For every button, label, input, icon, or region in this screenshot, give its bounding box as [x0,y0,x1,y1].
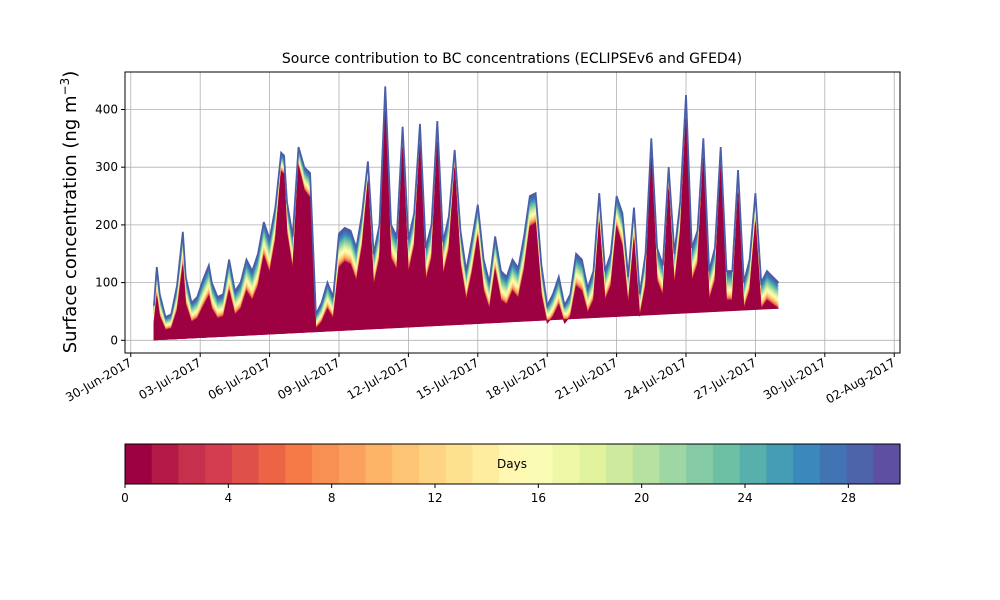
colorbar-tick-label: 24 [737,491,752,505]
colorbar-cell [151,444,180,484]
y-tick-label: 100 [95,276,118,290]
colorbar-cell [312,444,340,484]
x-tick-label: 30-Jun-2017 [63,355,134,404]
chart-title: Source contribution to BC concentrations… [282,51,742,67]
x-tick-label: 15-Jul-2017 [414,355,481,402]
colorbar-tick-label: 12 [427,491,442,505]
colorbar-cell [392,444,420,484]
colorbar-cell [632,444,661,484]
x-axis: 30-Jun-2017 03-Jul-2017 06-Jul-2017 09-Jul-… [63,353,898,406]
x-tick-label: 06-Jul-2017 [206,355,273,402]
total-line [153,86,780,319]
colorbar-cell [231,444,260,484]
x-tick-label: 30-Jul-2017 [761,355,828,402]
colorbar-cell [739,444,767,484]
colorbar-tick-label: 4 [225,491,233,505]
y-tick-label: 0 [110,333,118,347]
colorbar-cell [338,444,367,484]
colorbar-cell [499,444,527,484]
colorbar-cell [712,444,741,484]
y-axis-label-suffix: ) [60,71,81,78]
colorbar-tick-label: 28 [841,491,856,505]
colorbar-cell [178,444,206,484]
stacked-areas [153,86,780,341]
colorbar-ticks: 0 4 8 12 16 20 24 28 [121,484,856,505]
colorbar-cell [766,444,794,484]
colorbar-cell [125,444,153,484]
colorbar-cell [445,444,474,484]
colorbar-label: Days [497,457,527,471]
colorbar-cell [258,444,286,484]
y-axis-label-main: Surface concentration (ng m [60,95,81,353]
colorbar-cell [686,444,714,484]
plot-frame [124,71,901,354]
x-tick-label: 02-Aug-2017 [823,355,897,406]
colorbar-tick-label: 16 [531,491,546,505]
colorbar-tick-label: 0 [121,491,129,505]
x-tick-label: 18-Jul-2017 [483,355,550,402]
colorbar-cell [819,444,848,484]
area-band-day-0 [153,111,779,341]
colorbar-tick-label: 20 [634,491,649,505]
colorbar-cell [873,444,901,484]
colorbar: Days 0 4 8 12 16 20 24 28 [121,443,901,505]
x-tick-label: 09-Jul-2017 [275,355,342,402]
x-tick-label: 21-Jul-2017 [553,355,620,402]
y-axis-label-exponent: −3 [58,78,72,96]
colorbar-cell [846,444,874,484]
y-axis: 0 100 200 300 400 [95,103,125,347]
colorbar-cell [365,444,393,484]
colorbar-cell [606,444,634,484]
colorbar-cell [472,444,500,484]
y-tick-label: 400 [95,103,118,117]
colorbar-cell [285,444,313,484]
x-tick-label: 12-Jul-2017 [345,355,412,402]
colorbar-tick-label: 8 [328,491,336,505]
y-axis-label: Surface concentration (ng m−3) [58,71,81,354]
colorbar-cell [579,444,607,484]
colorbar-cell [659,444,687,484]
y-tick-label: 300 [95,160,118,174]
colorbar-cell [205,444,233,484]
colorbar-cell [552,444,580,484]
colorbar-cell [418,444,447,484]
colorbar-cell [793,444,821,484]
x-tick-label: 03-Jul-2017 [136,355,203,402]
colorbar-frame [124,443,901,485]
colorbar-cells [125,444,901,484]
x-tick-label: 24-Jul-2017 [622,355,689,402]
x-tick-label: 27-Jul-2017 [692,355,759,402]
y-tick-label: 200 [95,218,118,232]
colorbar-cell [525,444,554,484]
